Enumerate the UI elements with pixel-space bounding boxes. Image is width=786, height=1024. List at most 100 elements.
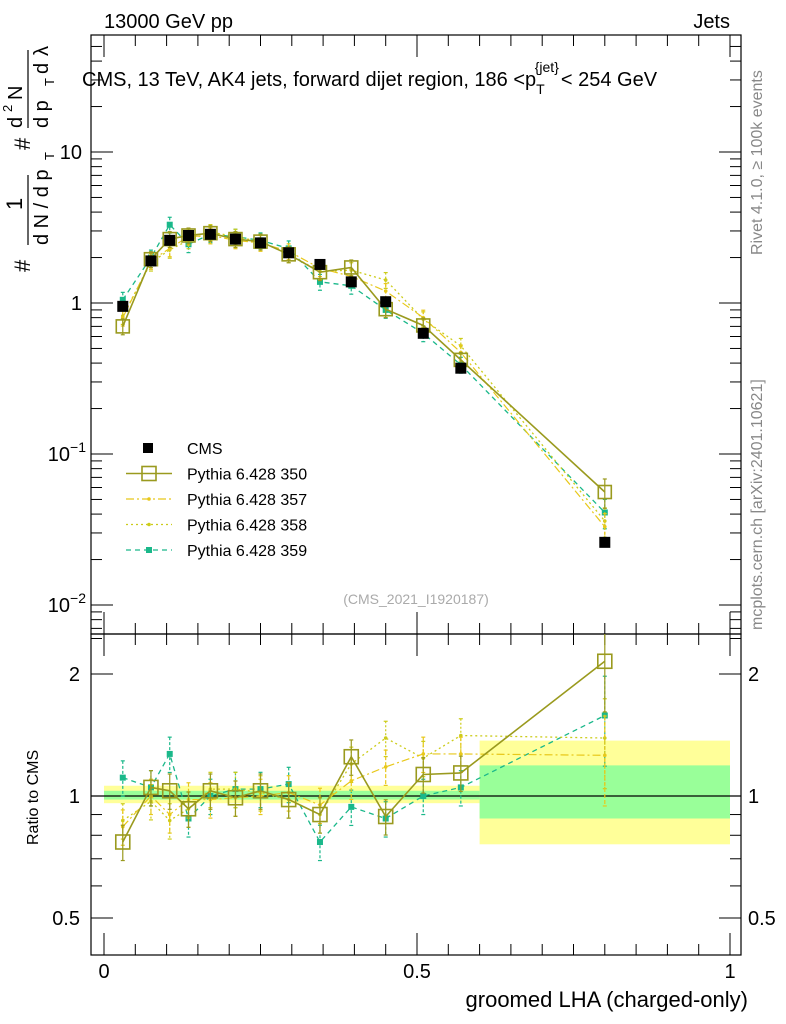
- marker-pythia-359: [420, 793, 427, 799]
- legend-entry: Pythia 6.428 357: [126, 492, 307, 509]
- marker-pythia-6.428-358: [167, 818, 172, 823]
- ylabel-2: 2: [0, 105, 15, 112]
- x-tick-label: 1: [724, 961, 735, 983]
- plot-title-sub: T: [536, 81, 545, 97]
- marker-cms: [255, 237, 266, 249]
- marker-cms: [599, 536, 611, 548]
- marker-cms: [145, 255, 157, 267]
- marker-pythia-350: [453, 765, 469, 781]
- marker-pythia-350: [141, 465, 157, 482]
- legend-entry: Pythia 6.428 359: [126, 543, 307, 560]
- marker-pythia-359: [166, 750, 173, 757]
- marker-cms: [117, 300, 129, 312]
- series-pythia-6.428-358: [120, 224, 607, 538]
- marker-pythia-6.428-357: [459, 752, 463, 756]
- plot-title: CMS, 13 TeV, AK4 jets, forward dijet reg…: [82, 59, 658, 97]
- marker-cms: [455, 362, 467, 374]
- marker-pythia-6.428-358: [383, 736, 388, 740]
- marker-cms: [417, 327, 429, 339]
- marker-pythia-350: [181, 228, 196, 243]
- marker-pythia-6.428-357: [147, 497, 151, 501]
- marker-pythia-350: [343, 748, 360, 765]
- ylabel-d: d: [5, 117, 27, 128]
- legend-entry: Pythia 6.428 358: [126, 518, 307, 535]
- rivet-label: Rivet 4.1.0, ≥ 100k events: [749, 70, 766, 255]
- y-tick-label: 10: [60, 142, 82, 164]
- marker-pythia-350: [252, 782, 269, 799]
- legend-entry: Pythia 6.428 350: [126, 465, 307, 484]
- ylabel-hash-1: #: [10, 259, 35, 272]
- ratio-y-tick-label-right: 1: [748, 786, 759, 808]
- ylabel-N: N: [5, 86, 27, 100]
- y-tick-base: 1: [71, 293, 82, 315]
- marker-pythia-6.428-357: [383, 289, 388, 293]
- marker-pythia-350: [228, 231, 243, 247]
- marker-pythia-6.428-358: [147, 522, 151, 527]
- marker-pythia-359: [166, 221, 173, 228]
- marker-cms: [283, 247, 295, 259]
- legend-label: Pythia 6.428 358: [187, 518, 307, 535]
- ratio-y-tick-label: 0.5: [52, 908, 80, 930]
- marker-pythia-359: [316, 839, 323, 846]
- header-left: 13000 GeV pp: [104, 11, 233, 33]
- marker-pythia-350: [596, 653, 613, 670]
- legend-marker-cms: [143, 443, 153, 453]
- ylabel-lambda: λ: [31, 46, 53, 56]
- y-tick-base: 10: [48, 444, 70, 466]
- header-right: Jets: [693, 11, 730, 33]
- y-tick-exponent: −2: [70, 590, 86, 606]
- legend-label: CMS: [187, 441, 223, 458]
- legend-label: Pythia 6.428 359: [187, 543, 307, 560]
- y-tick-label: 10−2: [48, 590, 86, 617]
- marker-cms: [380, 296, 392, 308]
- ylabel-T-sub-2: T: [42, 78, 57, 86]
- marker-pythia-6.428-357: [167, 812, 172, 817]
- marker-pythia-6.428-357: [603, 753, 607, 758]
- marker-pythia-359: [119, 774, 126, 781]
- marker-pythia-359: [119, 296, 126, 303]
- ylabel-dp: d p: [31, 100, 53, 128]
- plot-title-tail: < 254 GeV: [561, 69, 658, 91]
- marker-pythia-6.428-357: [421, 752, 426, 756]
- ratio-frame: [90, 633, 742, 956]
- marker-pythia-350: [143, 779, 159, 796]
- series-line: [122, 223, 606, 513]
- marker-cms: [314, 258, 326, 270]
- ylabel-one: 1: [2, 198, 27, 210]
- marker-pythia-359: [146, 547, 152, 553]
- mcplots-label: mcplots.cern.ch [arXiv:2401.10621]: [749, 379, 766, 630]
- ratio-y-tick-label-right: 0.5: [748, 908, 776, 930]
- marker-pythia-6.428-358: [120, 818, 125, 823]
- plot-title-sup: {jet}: [535, 59, 559, 75]
- marker-pythia-350: [161, 782, 178, 799]
- ratio-y-tick-label: 1: [69, 786, 80, 808]
- ratio-series-line: [122, 753, 605, 828]
- marker-pythia-350: [597, 484, 613, 500]
- marker-cms: [164, 234, 176, 246]
- main-series: [115, 216, 613, 548]
- plot-title-main: CMS, 13 TeV, AK4 jets, forward dijet reg…: [82, 69, 536, 91]
- x-tick-label: 0: [98, 961, 109, 983]
- ratio-series-pythia-6.428-350: [114, 634, 613, 862]
- x-axis-label: groomed LHA (charged-only): [466, 987, 748, 1012]
- series-cms: [117, 228, 611, 548]
- marker-cms: [204, 228, 216, 240]
- analysis-watermark: (CMS_2021_I1920187): [343, 591, 489, 607]
- ratio-y-tick-label: 2: [69, 664, 80, 686]
- marker-pythia-350: [415, 766, 432, 783]
- ylabel-hash-2: #: [10, 137, 35, 150]
- marker-pythia-6.428-358: [383, 278, 388, 282]
- marker-pythia-350: [180, 800, 197, 817]
- marker-pythia-350: [312, 806, 328, 823]
- marker-cms: [229, 233, 241, 245]
- marker-pythia-350: [377, 808, 394, 825]
- ratio-ylabel: Ratio to CMS: [25, 750, 42, 845]
- ylabel-T-sub-1: T: [42, 152, 57, 160]
- marker-pythia-359: [316, 278, 323, 285]
- marker-pythia-350: [227, 789, 244, 806]
- legend-label: Pythia 6.428 350: [187, 467, 307, 484]
- y-tick-exponent: −1: [70, 439, 86, 455]
